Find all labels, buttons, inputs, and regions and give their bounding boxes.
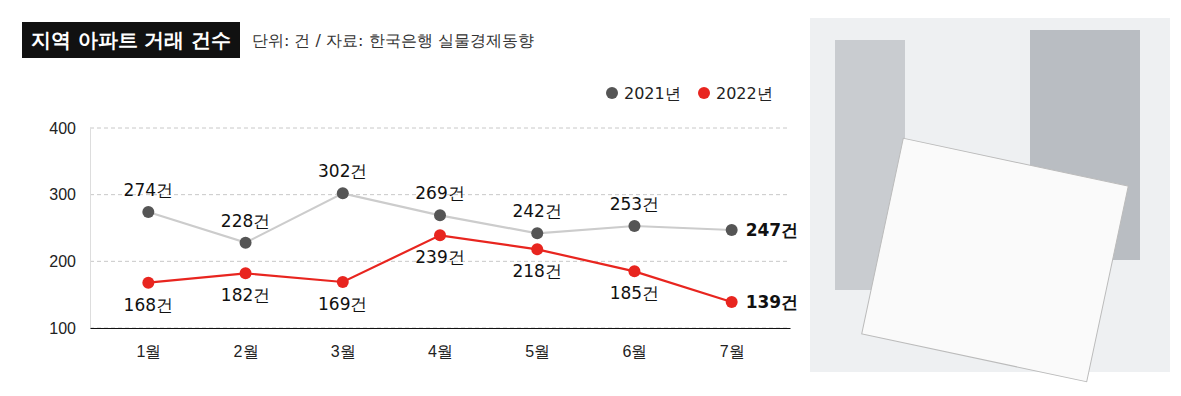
- data-label: 239건: [415, 247, 464, 267]
- legend-item: 2022년: [698, 84, 773, 103]
- data-label: 228건: [221, 211, 270, 231]
- y-axis-line: [90, 129, 91, 329]
- x-tick: 4월: [428, 328, 453, 360]
- grid-line: [90, 128, 790, 129]
- photo-paper: [862, 138, 1129, 381]
- plot-marks: [142, 187, 737, 308]
- y-tick-label: 200: [49, 253, 76, 270]
- data-label: 253건: [610, 194, 659, 214]
- x-tick-label: 4월: [428, 343, 453, 360]
- x-tick: 6월: [622, 328, 647, 360]
- title: 지역 아파트 거래 건수: [31, 28, 232, 52]
- y-tick: 300: [49, 186, 90, 203]
- series-point: [240, 237, 252, 249]
- data-label: 302건: [318, 161, 367, 181]
- series-point: [337, 276, 349, 288]
- data-labels: 274건 228건 302건 269건 242건 253건 247건 168건 182건 169건…: [124, 161, 799, 314]
- legend-marker: [606, 87, 618, 99]
- data-label: 274건: [124, 180, 173, 200]
- grid-line: [90, 328, 790, 329]
- x-tick: 5월: [525, 328, 550, 360]
- series-point: [531, 243, 543, 255]
- y-tick: 100: [49, 320, 90, 337]
- legend-label: 2021년: [624, 84, 681, 103]
- series-point: [726, 224, 738, 236]
- data-label: 242건: [512, 201, 561, 221]
- x-tick: 3월: [331, 328, 356, 360]
- legend-label: 2022년: [716, 84, 773, 103]
- x-tick: 7월: [720, 328, 745, 360]
- series-point: [726, 296, 738, 308]
- y-tick-label: 300: [49, 186, 76, 203]
- legend-marker: [698, 87, 710, 99]
- y-tick: 400: [49, 120, 90, 137]
- y-axis: 100 200 300 400: [49, 120, 90, 337]
- grid: [90, 128, 790, 328]
- data-label: 269건: [415, 183, 464, 203]
- series-point: [434, 229, 446, 241]
- x-tick-label: 5월: [525, 343, 550, 360]
- series-point: [142, 206, 154, 218]
- data-label: 169건: [318, 294, 367, 314]
- series-point: [531, 227, 543, 239]
- series-point: [628, 265, 640, 277]
- legend: 2021년 2022년: [606, 84, 773, 103]
- data-label: 139건: [746, 292, 799, 312]
- x-tick-label: 6월: [622, 343, 647, 360]
- x-axis-line: [91, 328, 791, 329]
- series-point: [337, 187, 349, 199]
- y-tick-label: 400: [49, 120, 76, 137]
- data-label: 182건: [221, 285, 270, 305]
- data-label: 168건: [124, 295, 173, 315]
- x-tick-label: 1월: [136, 343, 161, 360]
- y-tick: 200: [49, 253, 90, 270]
- series-point: [628, 220, 640, 232]
- x-tick: 2월: [234, 328, 259, 360]
- x-tick-label: 2월: [234, 343, 259, 360]
- chart-container: 지역 아파트 거래 건수 단위: 건 / 자료: 한국은행 실물경제동향 100 20…: [0, 0, 1181, 396]
- legend-item: 2021년: [606, 84, 681, 103]
- series-point: [434, 209, 446, 221]
- data-label: 185건: [610, 283, 659, 303]
- data-label: 247건: [746, 220, 799, 240]
- x-tick: 1월: [136, 328, 161, 360]
- subtitle: 단위: 건 / 자료: 한국은행 실물경제동향: [252, 31, 534, 50]
- chart-svg: 지역 아파트 거래 건수 단위: 건 / 자료: 한국은행 실물경제동향 100 20…: [0, 0, 1181, 396]
- data-label: 218건: [512, 261, 561, 281]
- title-box: [22, 22, 240, 58]
- x-tick-label: 7월: [720, 343, 745, 360]
- x-axis: 1월 2월 3월 4월 5월 6월 7월: [91, 328, 791, 360]
- x-tick-label: 3월: [331, 343, 356, 360]
- y-tick-label: 100: [49, 320, 76, 337]
- series-point: [142, 277, 154, 289]
- series-point: [240, 267, 252, 279]
